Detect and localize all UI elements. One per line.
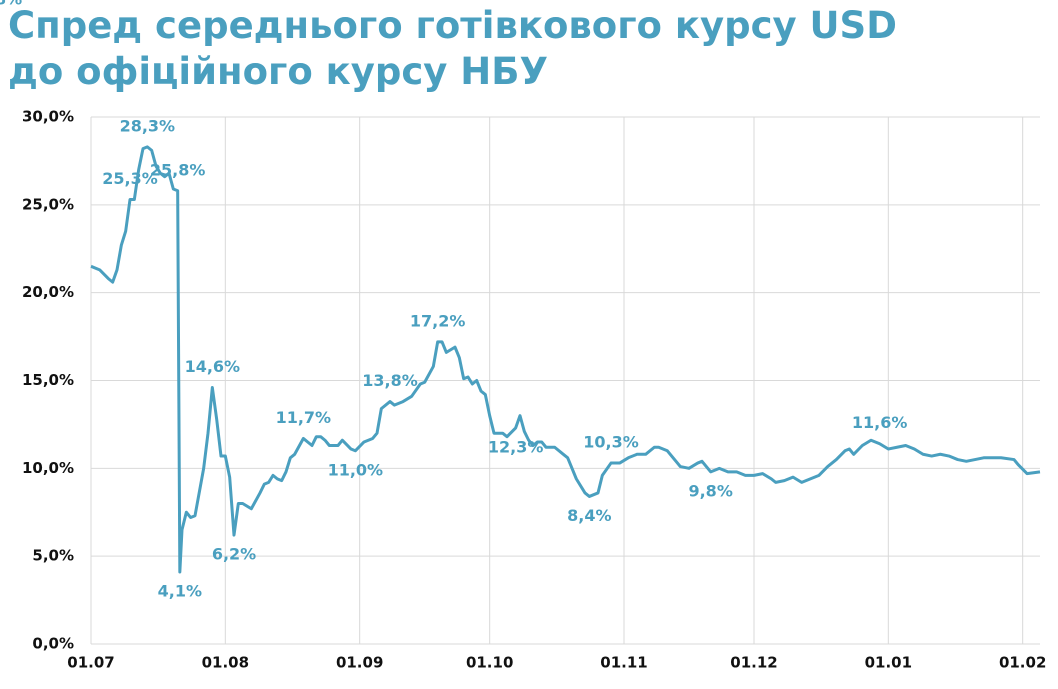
chart-title-line: до офіційного курсу НБУ <box>8 50 548 93</box>
value-label: 28,3% <box>120 116 176 135</box>
value-label: 11,6% <box>852 413 908 432</box>
y-tick-label: 15,0% <box>22 371 74 389</box>
x-tick-label: 01.08 <box>202 654 249 672</box>
x-tick-label: 01.07 <box>67 654 114 672</box>
y-tick-label: 30,0% <box>22 108 74 126</box>
data-line <box>90 145 1041 574</box>
value-label: 12,3% <box>488 437 544 456</box>
value-label: 10,3% <box>583 433 639 452</box>
value-label: 11,0% <box>328 460 384 479</box>
value-label: 13,8% <box>362 371 418 390</box>
value-label: 25,3% <box>102 169 158 188</box>
y-tick-label: 25,0% <box>22 195 74 213</box>
x-tick-label: 01.11 <box>600 654 647 672</box>
value-label: 25,8% <box>150 160 206 179</box>
value-label: 11,7% <box>276 408 332 427</box>
value-label: 9,8% <box>0 0 22 9</box>
value-label: 6,2% <box>212 545 256 564</box>
chart-title-line: Спред середнього готівкового курсу USD <box>8 4 897 47</box>
value-label: 8,4% <box>567 506 611 525</box>
y-tick-label: 10,0% <box>22 459 74 477</box>
x-tick-label: 01.02 <box>999 654 1046 672</box>
x-tick-label: 01.09 <box>336 654 383 672</box>
x-tick-label: 01.10 <box>466 654 513 672</box>
y-tick-label: 0,0% <box>32 635 74 653</box>
value-label: 17,2% <box>410 311 466 330</box>
y-tick-label: 5,0% <box>32 547 74 565</box>
x-tick-label: 01.01 <box>865 654 912 672</box>
y-tick-label: 20,0% <box>22 283 74 301</box>
value-label: 14,6% <box>185 357 241 376</box>
value-label: 4,1% <box>158 581 202 600</box>
value-label: 9,8% <box>688 481 732 500</box>
x-tick-label: 01.12 <box>730 654 777 672</box>
